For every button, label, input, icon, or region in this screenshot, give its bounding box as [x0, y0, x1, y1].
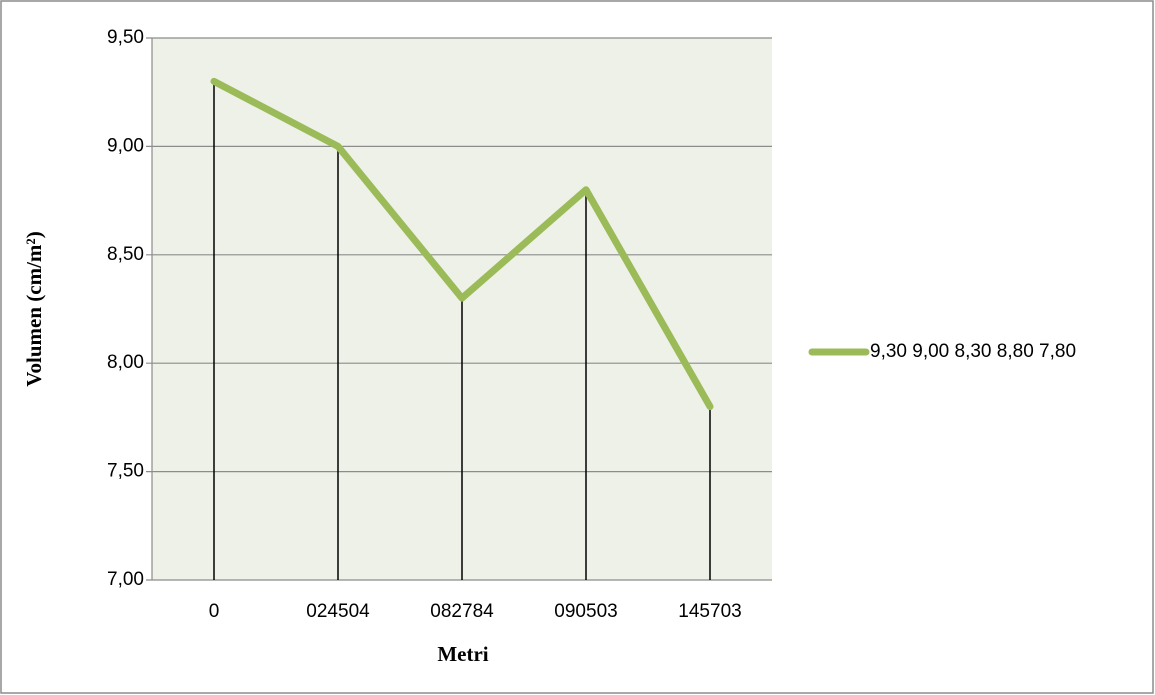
y-tick-label: 8,50 — [107, 244, 144, 265]
y-tick-label: 7,00 — [107, 569, 144, 590]
y-tick-label: 7,50 — [107, 461, 144, 482]
y-tick-label: 9,50 — [107, 27, 144, 48]
series-line — [210, 77, 714, 411]
x-tick-label: 082784 — [430, 601, 494, 622]
x-tick-label: 145703 — [678, 601, 741, 622]
x-tick-label: 0 — [209, 601, 220, 622]
y-axis-label: Volumen (cm/m²) — [22, 231, 46, 386]
x-tick-label: 024504 — [306, 601, 370, 622]
y-tick-label: 8,00 — [107, 352, 144, 373]
x-tick-label: 090503 — [554, 601, 617, 622]
legend-label: 9,30 9,00 8,30 8,80 7,80 — [870, 341, 1076, 362]
x-axis-label: Metri — [437, 642, 488, 666]
y-tick-label: 9,00 — [107, 135, 144, 156]
